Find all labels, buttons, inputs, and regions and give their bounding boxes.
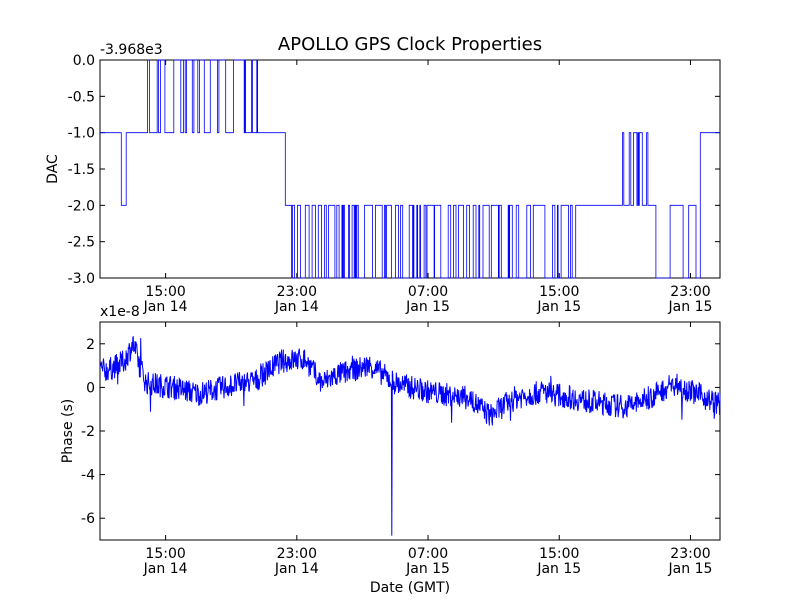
- x-tick-date-label: Jan 14: [143, 561, 188, 577]
- x-tick-time-label: 15:00: [539, 284, 579, 300]
- x-tick-date-label: Jan 15: [536, 299, 581, 315]
- phase-plot-frame: [99, 321, 721, 541]
- x-tick-time-label: 23:00: [670, 546, 710, 562]
- y-tick-label: 0: [86, 380, 95, 396]
- dac-axes: -3.968e3 DAC 0.0 -0.5 -1.0 -1.5 -2.0 -2.5 -3.0…: [45, 42, 721, 315]
- y-tick-label: -1.0: [68, 126, 95, 142]
- x-tick-time-label: 15:00: [145, 284, 185, 300]
- x-tick-time-label: 07:00: [408, 284, 448, 300]
- phase-series-line: [99, 336, 721, 536]
- x-tick-date-label: Jan 14: [274, 561, 319, 577]
- phase-axes: x1e-8 Phase (s) Date (GMT) 2 0 -2 -4 -6 15:0…: [60, 304, 721, 596]
- phase-x-axis-label: Date (GMT): [370, 580, 450, 596]
- x-tick-time-label: 15:00: [539, 546, 579, 562]
- x-tick-date-label: Jan 14: [274, 299, 319, 315]
- figure-title: APOLLO GPS Clock Properties: [278, 34, 542, 55]
- dac-plot-frame: [99, 59, 721, 279]
- y-tick-label: -0.5: [68, 89, 95, 105]
- x-tick-date-label: Jan 15: [536, 561, 581, 577]
- phase-y-ticks: 2 0 -2 -4 -6: [81, 337, 720, 527]
- y-tick-label: -4: [81, 468, 95, 484]
- y-tick-label: -1.5: [68, 162, 95, 178]
- x-tick-date-label: Jan 15: [405, 561, 450, 577]
- x-tick-date-label: Jan 14: [143, 299, 188, 315]
- x-tick-time-label: 23:00: [670, 284, 710, 300]
- y-tick-label: -3.0: [68, 271, 95, 287]
- x-tick-date-label: Jan 15: [405, 299, 450, 315]
- x-tick-time-label: 15:00: [145, 546, 185, 562]
- phase-y-axis-label: Phase (s): [60, 399, 76, 463]
- y-tick-label: -6: [81, 511, 95, 527]
- dac-y-axis-label: DAC: [45, 154, 61, 184]
- dac-y-ticks: 0.0 -0.5 -1.0 -1.5 -2.0 -2.5 -3.0: [68, 53, 720, 287]
- dac-series-line: [100, 59, 720, 279]
- y-tick-label: 2: [86, 337, 95, 353]
- y-tick-label: 0.0: [73, 53, 95, 69]
- y-tick-label: -2.0: [68, 198, 95, 214]
- y-tick-label: -2: [81, 424, 95, 440]
- x-tick-time-label: 23:00: [277, 546, 317, 562]
- x-tick-date-label: Jan 15: [668, 561, 713, 577]
- x-tick-time-label: 07:00: [408, 546, 448, 562]
- y-tick-label: -2.5: [68, 235, 95, 251]
- x-tick-date-label: Jan 15: [668, 299, 713, 315]
- dac-offset-label: -3.968e3: [100, 42, 163, 58]
- x-tick-time-label: 23:00: [277, 284, 317, 300]
- phase-offset-label: x1e-8: [100, 304, 140, 320]
